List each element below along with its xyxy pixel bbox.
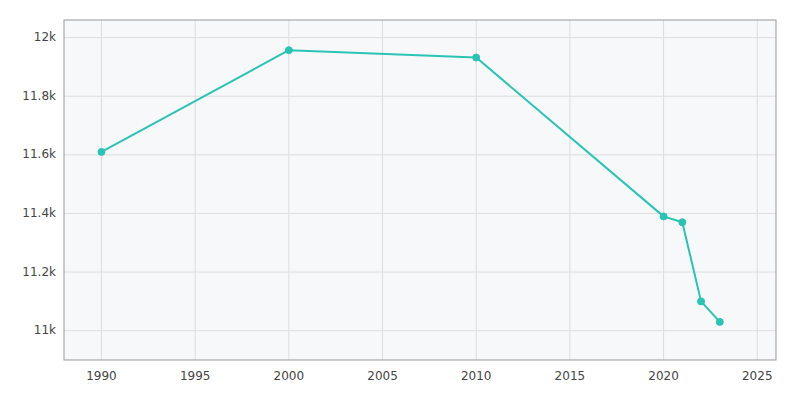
x-tick-label: 1990 xyxy=(86,369,117,383)
y-grid-line xyxy=(64,154,776,155)
y-tick-label: 11k xyxy=(34,323,56,337)
plot-background xyxy=(64,20,776,360)
x-grid-line xyxy=(757,20,758,360)
y-tick-label: 12k xyxy=(34,30,56,44)
grid xyxy=(64,20,776,360)
point xyxy=(698,298,705,305)
x-grid-line xyxy=(101,20,102,360)
series xyxy=(98,47,723,326)
x-grid-line xyxy=(476,20,477,360)
point xyxy=(98,148,105,155)
axes: 11k 11.2k 11.4k 11.6k 11.8k 12k 1990 1995 2000 20… xyxy=(22,30,772,383)
x-tick-label: 2000 xyxy=(274,369,305,383)
line xyxy=(101,50,719,322)
y-tick-label: 11.4k xyxy=(22,206,56,220)
y-tick-label: 11.6k xyxy=(22,147,56,161)
point xyxy=(716,318,723,325)
point xyxy=(473,54,480,61)
x-tick-label: 2015 xyxy=(555,369,586,383)
x-tick-label: 2005 xyxy=(367,369,398,383)
chart-container: 11k 11.2k 11.4k 11.6k 11.8k 12k 1990 1995 2000 20… xyxy=(0,0,800,400)
y-grid-line xyxy=(64,213,776,214)
y-grid-line xyxy=(64,272,776,273)
x-tick-label: 2010 xyxy=(461,369,492,383)
point xyxy=(660,213,667,220)
point xyxy=(679,219,686,226)
plot-frame xyxy=(64,20,776,360)
y-grid-line xyxy=(64,37,776,38)
x-grid-line xyxy=(195,20,196,360)
x-tick-label: 1995 xyxy=(180,369,211,383)
y-grid-line xyxy=(64,96,776,97)
x-tick-label: 2020 xyxy=(648,369,679,383)
y-tick-label: 11.2k xyxy=(22,265,56,279)
x-grid-line xyxy=(288,20,289,360)
y-tick-label: 11.8k xyxy=(22,89,56,103)
x-grid-line xyxy=(569,20,570,360)
x-tick-label: 2025 xyxy=(742,369,773,383)
point xyxy=(285,47,292,54)
x-grid-line xyxy=(663,20,664,360)
x-grid-line xyxy=(382,20,383,360)
chart-svg: 11k 11.2k 11.4k 11.6k 11.8k 12k 1990 1995 2000 20… xyxy=(0,0,800,400)
y-grid-line xyxy=(64,330,776,331)
